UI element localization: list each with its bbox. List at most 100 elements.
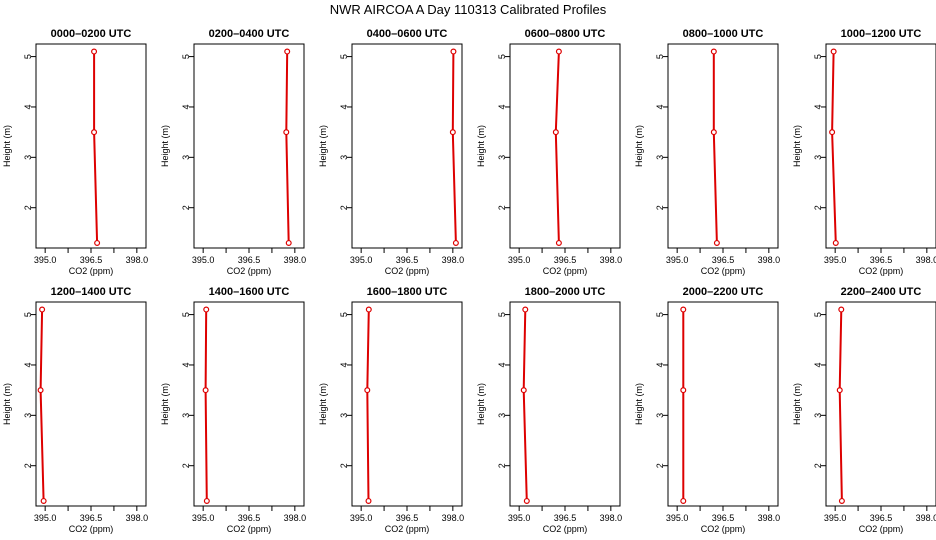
x-tick-label: 396.5 — [870, 255, 893, 265]
profile-line — [39, 309, 45, 502]
y-tick-label: 5 — [181, 54, 191, 59]
y-tick-label: 2 — [813, 205, 823, 210]
plot-frame — [825, 43, 936, 249]
x-tick-label: 396.5 — [870, 513, 893, 523]
profile-point — [836, 387, 843, 394]
profile-panel: 2200–2400 UTC 395.0 396.5 398.0 2 3 4 5 CO2 (ppm… — [792, 286, 936, 534]
x-tick-label: 398.0 — [758, 255, 781, 265]
profile-point — [522, 306, 529, 313]
y-tick-label: 2 — [655, 205, 665, 210]
y-tick-label: 3 — [497, 413, 507, 418]
x-tick-label: 398.0 — [916, 513, 936, 523]
x-tick-label: 396.5 — [554, 255, 577, 265]
y-tick-label: 3 — [23, 155, 33, 160]
profile-point — [39, 306, 46, 313]
y-tick-label: 2 — [181, 205, 191, 210]
y-tick-label: 5 — [181, 312, 191, 317]
y-tick-label: 5 — [497, 312, 507, 317]
y-axis-label: Height (m) — [792, 125, 802, 167]
y-tick-label: 4 — [655, 362, 665, 367]
y-tick-label: 3 — [339, 413, 349, 418]
profile-line — [522, 309, 528, 502]
panel-title: 0200–0400 UTC — [209, 28, 290, 40]
y-axis-label: Height (m) — [318, 125, 328, 167]
profile-point — [552, 129, 559, 136]
x-tick-label: 395.0 — [508, 255, 531, 265]
profile-point — [94, 239, 101, 246]
panel-title: 2200–2400 UTC — [841, 286, 922, 298]
profile-point — [713, 239, 720, 246]
x-tick-label: 396.5 — [712, 255, 735, 265]
y-tick-label: 5 — [339, 54, 349, 59]
x-tick-label: 398.0 — [758, 513, 781, 523]
profile-point — [555, 239, 562, 246]
y-tick-label: 3 — [23, 413, 33, 418]
y-tick-label: 4 — [813, 362, 823, 367]
y-tick-label: 4 — [813, 104, 823, 109]
x-axis-label: CO2 (ppm) — [69, 524, 114, 534]
y-tick-label: 2 — [497, 463, 507, 468]
y-tick-label: 3 — [339, 155, 349, 160]
y-axis-label: Height (m) — [318, 383, 328, 425]
y-tick-label: 5 — [813, 54, 823, 59]
y-tick-label: 2 — [497, 205, 507, 210]
x-tick-label: 395.0 — [666, 255, 689, 265]
profile-line — [831, 51, 837, 244]
plot-frame — [825, 301, 936, 507]
profile-panel: 0400–0600 UTC 395.0 396.5 398.0 2 3 4 5 CO2 (ppm… — [318, 28, 464, 276]
profile-point — [452, 239, 459, 246]
plot-frame — [667, 301, 779, 507]
x-axis-label: CO2 (ppm) — [543, 524, 588, 534]
profile-point — [520, 387, 527, 394]
profile-line — [285, 51, 290, 244]
profile-panel: 0600–0800 UTC 395.0 396.5 398.0 2 3 4 5 CO2 (ppm… — [476, 28, 622, 276]
x-tick-label: 398.0 — [284, 255, 307, 265]
x-tick-label: 395.0 — [34, 255, 57, 265]
profile-point — [680, 497, 687, 504]
profile-point — [203, 306, 210, 313]
x-tick-label: 398.0 — [442, 255, 465, 265]
y-tick-label: 4 — [339, 104, 349, 109]
profile-point — [555, 48, 562, 55]
chart-title: NWR AIRCOA A Day 110313 Calibrated Profi… — [330, 2, 607, 17]
y-tick-label: 2 — [23, 463, 33, 468]
plot-frame — [35, 301, 147, 507]
profile-point — [523, 497, 530, 504]
profile-panel: 0800–1000 UTC 395.0 396.5 398.0 2 3 4 5 CO2 (ppm… — [634, 28, 780, 276]
y-tick-label: 5 — [23, 312, 33, 317]
y-axis-label: Height (m) — [634, 383, 644, 425]
x-axis-label: CO2 (ppm) — [69, 266, 114, 276]
y-axis-label: Height (m) — [792, 383, 802, 425]
plot-frame — [35, 43, 147, 249]
y-tick-label: 4 — [23, 104, 33, 109]
profile-point — [450, 48, 457, 55]
profile-panel: 1600–1800 UTC 395.0 396.5 398.0 2 3 4 5 CO2 (ppm… — [318, 286, 464, 534]
panel-title: 1800–2000 UTC — [525, 286, 606, 298]
y-tick-label: 4 — [23, 362, 33, 367]
profile-point — [202, 387, 209, 394]
profile-point — [680, 387, 687, 394]
profile-point — [91, 48, 98, 55]
y-tick-label: 4 — [497, 104, 507, 109]
x-tick-label: 396.5 — [712, 513, 735, 523]
profile-point — [710, 129, 717, 136]
x-tick-label: 398.0 — [600, 513, 623, 523]
profile-line — [838, 309, 843, 502]
profile-point — [829, 129, 836, 136]
profile-point — [680, 306, 687, 313]
profile-point — [830, 48, 837, 55]
panels-grid: 0000–0200 UTC 395.0 396.5 398.0 2 3 4 5 CO2 (ppm… — [2, 28, 936, 534]
y-axis-label: Height (m) — [2, 125, 12, 167]
profile-panel: 1400–1600 UTC 395.0 396.5 398.0 2 3 4 5 CO2 (ppm… — [160, 286, 306, 534]
panel-title: 1200–1400 UTC — [51, 286, 132, 298]
profile-panel: 1000–1200 UTC 395.0 396.5 398.0 2 3 4 5 CO2 (ppm… — [792, 28, 936, 276]
x-tick-label: 398.0 — [284, 513, 307, 523]
x-tick-label: 398.0 — [600, 255, 623, 265]
profile-point — [710, 48, 717, 55]
y-tick-label: 2 — [23, 205, 33, 210]
x-tick-label: 396.5 — [396, 513, 419, 523]
y-tick-label: 5 — [339, 312, 349, 317]
x-tick-label: 395.0 — [824, 255, 847, 265]
profile-point — [285, 239, 292, 246]
y-axis-label: Height (m) — [160, 383, 170, 425]
